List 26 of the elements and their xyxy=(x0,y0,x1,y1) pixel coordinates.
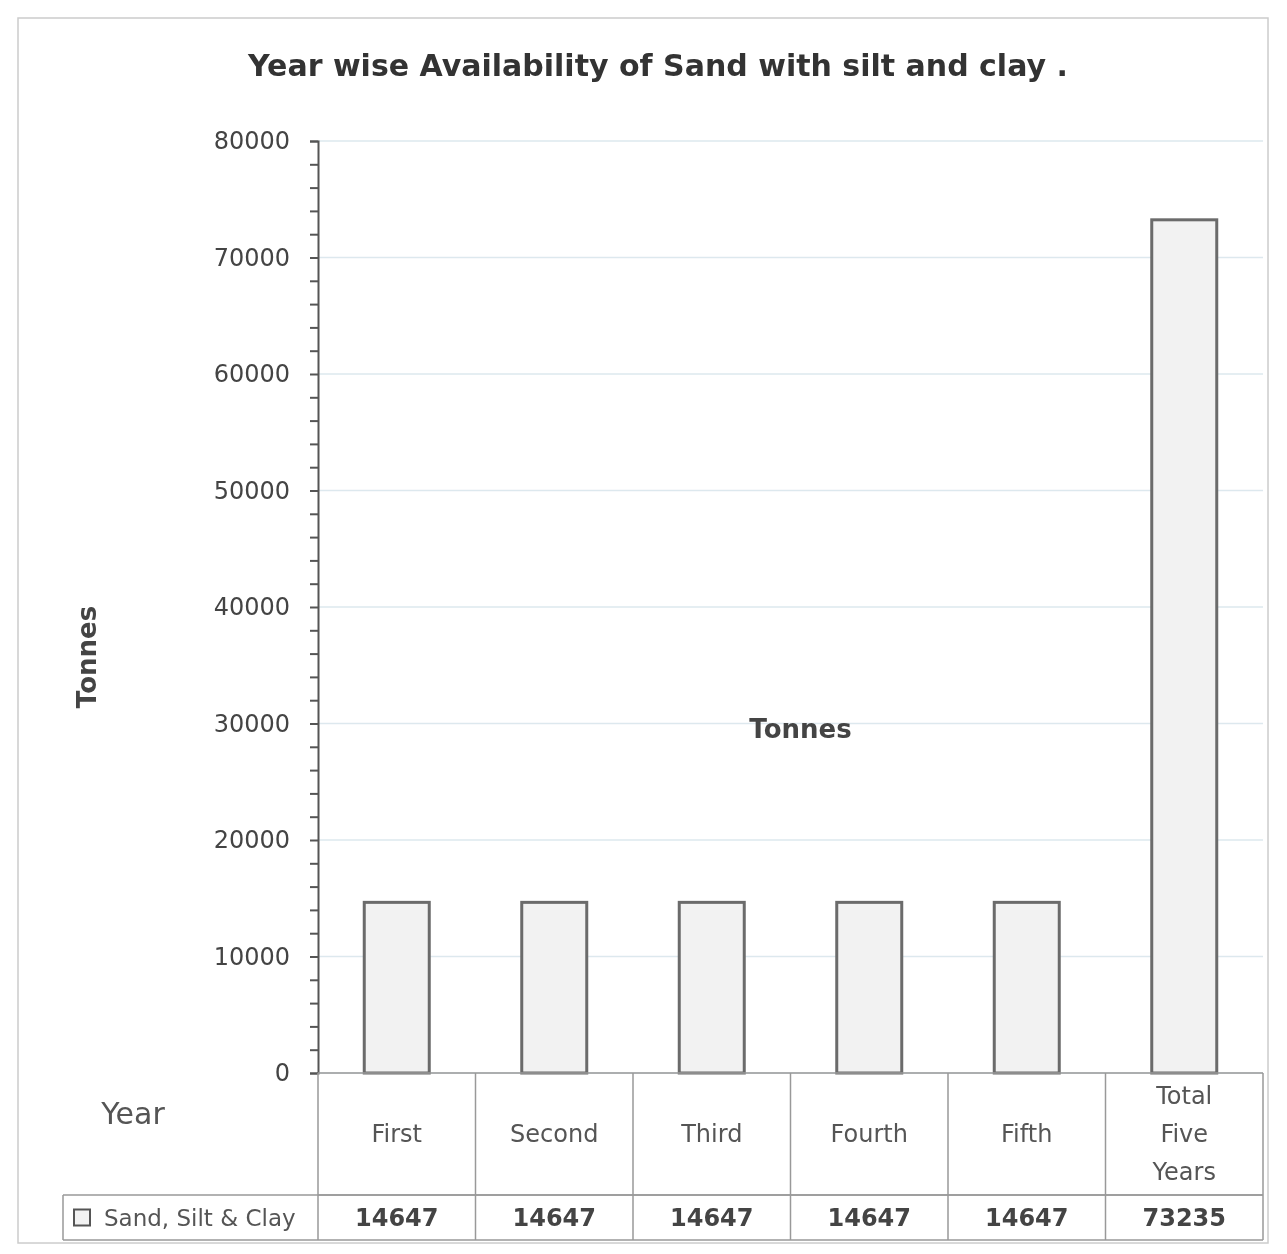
x-tick-label: Third xyxy=(680,1120,743,1149)
x-tick-label: Second xyxy=(510,1120,599,1149)
data-label: 14647 xyxy=(512,1203,596,1232)
y-axis-title: Tonnes xyxy=(72,605,102,709)
y-tick-label: 0 xyxy=(274,1059,290,1088)
y-tick-label: 50000 xyxy=(213,476,290,505)
y-tick-label: 80000 xyxy=(213,127,290,156)
x-tick-label: Fifth xyxy=(1001,1120,1053,1149)
x-tick-label: Fourth xyxy=(830,1120,908,1149)
y-tick-label: 60000 xyxy=(213,360,290,389)
data-label: 14647 xyxy=(670,1203,754,1232)
y-tick-label: 70000 xyxy=(213,243,290,272)
y-tick-label: 20000 xyxy=(213,826,290,855)
data-label: 14647 xyxy=(985,1203,1069,1232)
x-tick-label: Total Five Years xyxy=(1151,1082,1216,1187)
data-label: 14647 xyxy=(355,1203,439,1232)
y-tick-label: 40000 xyxy=(213,593,290,622)
y-tick-label: 10000 xyxy=(213,942,290,971)
x-tick-label: First xyxy=(371,1120,423,1149)
data-label: 14647 xyxy=(827,1203,911,1232)
data-label: 73235 xyxy=(1142,1203,1226,1232)
chart-title: Year wise Availability of Sand with silt and clay . xyxy=(247,48,1068,83)
text: Sand, Silt & Clay xyxy=(104,1204,296,1231)
x-axis-title: Year xyxy=(100,1095,166,1131)
y-tick-label: 30000 xyxy=(213,709,290,738)
annotation: Tonnes xyxy=(749,714,852,745)
